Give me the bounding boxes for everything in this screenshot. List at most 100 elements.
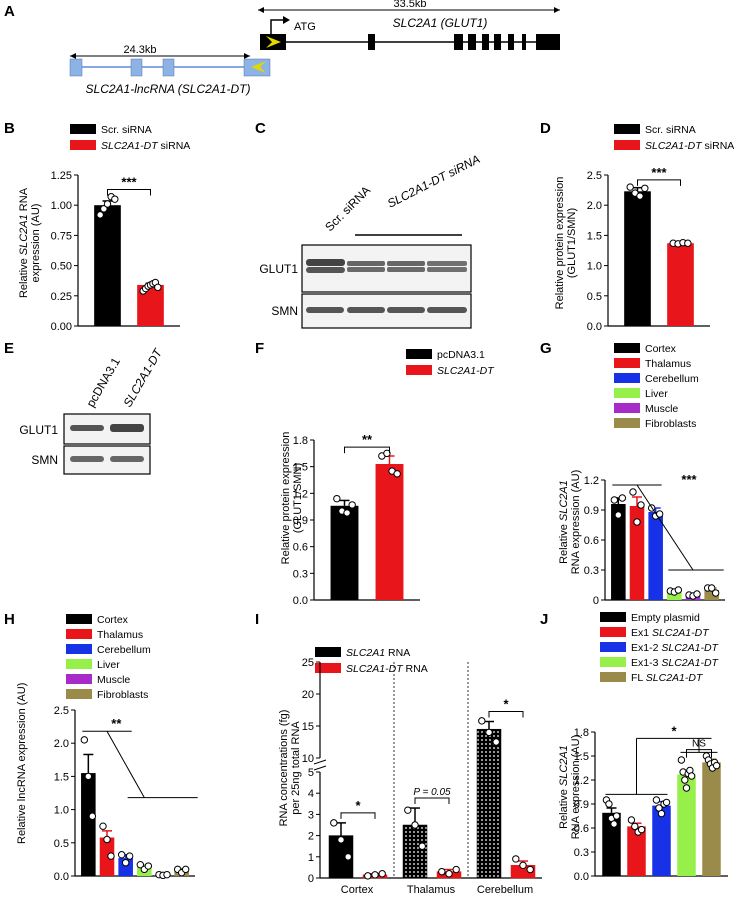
legend-d: Scr. siRNA SLC2A1-DT siRNA xyxy=(614,124,734,152)
sig-bracket xyxy=(686,749,712,758)
y-tick-label: 1.5 xyxy=(54,771,69,783)
legend-item: Scr. siRNA xyxy=(614,124,734,136)
legend-h: Cortex Thalamus Cerebellum Liver Muscle … xyxy=(66,614,151,701)
data-point xyxy=(674,586,683,594)
bar xyxy=(704,590,719,600)
lnc-name: SLC2A1-lncRNA (SLC2A1-DT) xyxy=(86,82,251,96)
data-point xyxy=(438,867,446,876)
y-tick-label: 1.5 xyxy=(587,230,602,242)
data-point xyxy=(103,835,111,844)
legend-item: Cerebellum xyxy=(66,644,151,656)
sig-bracket xyxy=(340,812,376,819)
legend-g: Cortex Thalamus Cerebellum Liver Muscle … xyxy=(614,343,699,430)
chart-i: 0 1 2 3 4 5 10 15 20 25 Cortex * Thalamus P = 0.05 Cer… xyxy=(302,657,542,896)
sig-label: *** xyxy=(681,472,697,487)
y-tick-label: 2.5 xyxy=(54,705,69,717)
data-point xyxy=(404,806,412,814)
bar xyxy=(677,774,696,876)
y-tick-label: 0.9 xyxy=(574,799,589,811)
y-tick-label: 25 xyxy=(302,657,314,669)
y-tick-label: 0.75 xyxy=(51,230,72,242)
y-tick-label: 0.0 xyxy=(54,871,69,883)
data-point xyxy=(84,772,93,781)
sig-bracket xyxy=(637,179,681,186)
lane-label-dt: SLC2A1-DT siRNA xyxy=(385,152,482,211)
data-point xyxy=(512,855,520,863)
panel-i-label: I xyxy=(255,611,260,628)
sig-line xyxy=(106,731,145,798)
y-tick-label: 0.0 xyxy=(293,595,308,607)
y-tick-label: 0.0 xyxy=(587,321,602,333)
data-point xyxy=(136,861,145,869)
panel-d-label: D xyxy=(540,120,551,137)
sig-label: *** xyxy=(121,174,137,189)
legend-item: Empty plasmid xyxy=(600,612,718,624)
band-label-glut1: GLUT1 xyxy=(19,423,58,437)
y-tick-label: 1.5 xyxy=(293,462,308,474)
data-point xyxy=(344,853,352,861)
y-tick-label: 15 xyxy=(302,721,314,733)
legend-item: Muscle xyxy=(614,403,699,415)
legend-item: SLC2A1-DT siRNA xyxy=(70,140,190,152)
panel-b-label: B xyxy=(4,120,15,137)
data-point xyxy=(652,796,661,804)
data-point xyxy=(371,871,379,879)
data-point xyxy=(337,836,345,844)
bar xyxy=(99,837,115,876)
bar xyxy=(648,512,663,600)
y-tick-label: 0.5 xyxy=(587,291,602,303)
sig-label: * xyxy=(355,798,361,813)
data-point xyxy=(445,870,453,878)
y-tick-label: 0.25 xyxy=(51,291,72,303)
data-point xyxy=(80,736,89,744)
gene-name: SLC2A1 (GLUT1) xyxy=(393,16,488,30)
data-point xyxy=(636,192,644,200)
data-point xyxy=(519,861,527,869)
data-point xyxy=(681,776,689,784)
y-tick-label: 20 xyxy=(302,689,314,701)
legend-item: Thalamus xyxy=(66,629,151,641)
bar xyxy=(402,824,428,879)
axis-break xyxy=(313,759,327,765)
legend-i: SLC2A1 RNA SLC2A1-DT RNA xyxy=(315,647,428,675)
legend-item: Ex1-3 SLC2A1-DT xyxy=(600,657,718,669)
y-tick-label: 1.2 xyxy=(574,775,589,787)
axis-break xyxy=(313,765,327,771)
data-point xyxy=(492,738,500,746)
atg-label: ATG xyxy=(294,21,316,33)
lane-label-scr: Scr. siRNA xyxy=(322,183,373,234)
chart-b: 0.00 0.25 0.50 0.75 1.00 1.25 *** xyxy=(51,170,180,333)
y-tick-label: 0.5 xyxy=(54,838,69,850)
y-tick-label: 1.8 xyxy=(293,435,308,447)
sig-bracket xyxy=(414,797,450,805)
data-point xyxy=(629,488,637,496)
data-point xyxy=(526,865,534,874)
data-point xyxy=(605,800,613,808)
y-tick-label: 0.3 xyxy=(293,568,308,580)
y-tick-label: 0.6 xyxy=(293,542,308,554)
panel-f-label: F xyxy=(255,340,265,357)
bar xyxy=(94,205,121,326)
chart-g: 0 0.3 0.6 0.9 1.2 *** xyxy=(584,472,725,607)
data-point xyxy=(610,496,619,504)
legend-item: Fibroblasts xyxy=(66,689,151,701)
data-point xyxy=(677,756,686,764)
panel-g-label: G xyxy=(540,340,552,357)
y-tick-label: 0.50 xyxy=(51,261,72,273)
y-tick-label: 4 xyxy=(308,788,314,800)
data-point xyxy=(478,717,486,725)
legend-item: Ex1-2 SLC2A1-DT xyxy=(600,642,718,654)
legend-b: Scr. siRNA SLC2A1-DT siRNA xyxy=(70,124,190,152)
data-point xyxy=(348,501,356,509)
data-point xyxy=(330,819,338,827)
data-point xyxy=(687,772,696,780)
y-tick-label: 2.5 xyxy=(587,170,602,182)
legend-j: Empty plasmid Ex1 SLC2A1-DT Ex1-2 SLC2A1… xyxy=(600,612,718,684)
sig-label: ** xyxy=(111,716,122,731)
y-tick-label: 0.6 xyxy=(584,535,599,547)
legend-item: SLC2A1-DT siRNA xyxy=(614,140,734,152)
y-tick-label: 2.0 xyxy=(54,738,69,750)
data-point xyxy=(96,211,104,219)
data-point xyxy=(378,870,386,878)
legend-item: FL SLC2A1-DT xyxy=(600,672,718,684)
